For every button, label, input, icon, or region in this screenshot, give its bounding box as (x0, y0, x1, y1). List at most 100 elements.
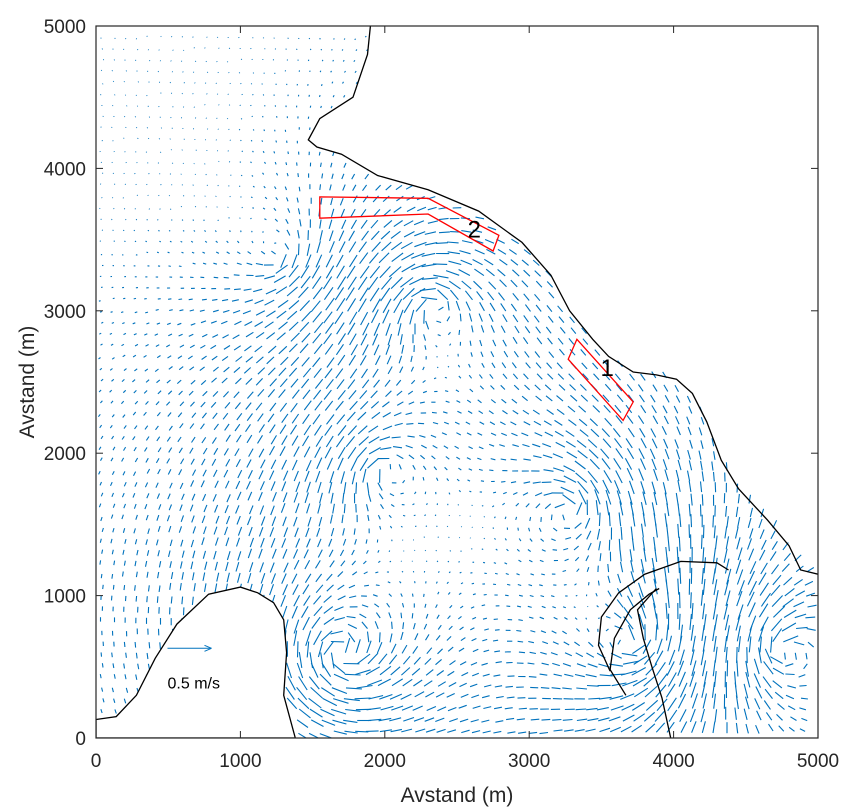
velocity-vector (125, 687, 129, 693)
velocity-vector (736, 625, 741, 642)
velocity-vector (481, 362, 485, 368)
velocity-vector (293, 470, 299, 482)
velocity-vector (748, 580, 757, 596)
velocity-vector (158, 138, 161, 140)
velocity-vector (619, 550, 622, 562)
velocity-vector (575, 708, 587, 711)
velocity-vector (254, 321, 264, 327)
velocity-vector (134, 425, 138, 430)
velocity-vector (582, 373, 589, 381)
velocity-vector (297, 208, 301, 215)
velocity-vector (539, 616, 545, 620)
velocity-vector (332, 59, 334, 62)
velocity-vector (558, 348, 565, 356)
velocity-vector (213, 276, 219, 279)
velocity-vector (748, 636, 752, 653)
velocity-vector (302, 616, 310, 631)
velocity-vector (334, 287, 345, 301)
velocity-vector (215, 251, 220, 254)
velocity-vector-field (97, 35, 817, 738)
velocity-vector (324, 368, 333, 379)
velocity-vector (287, 208, 291, 213)
velocity-vector (529, 516, 532, 522)
velocity-vector (342, 493, 345, 504)
velocity-vector (125, 652, 127, 658)
velocity-vector (667, 672, 677, 687)
velocity-vector (400, 241, 413, 250)
velocity-vector (342, 528, 345, 536)
velocity-vector (359, 252, 369, 265)
velocity-vector (201, 537, 205, 546)
velocity-vector (367, 718, 382, 722)
velocity-vector (602, 394, 610, 403)
velocity-vector (111, 414, 115, 418)
velocity-vector (564, 617, 568, 620)
velocity-vector (330, 208, 335, 218)
velocity-vector (536, 337, 543, 345)
velocity-vector (211, 458, 217, 466)
velocity-vector (502, 339, 507, 347)
velocity-vector (424, 549, 427, 552)
velocity-vector (447, 646, 454, 652)
velocity-vector (211, 437, 217, 444)
velocity-vector (598, 541, 601, 551)
velocity-vector (408, 401, 415, 405)
velocity-vector (385, 184, 392, 191)
velocity-vector (168, 265, 171, 267)
velocity-vector (459, 313, 462, 322)
velocity-vector (698, 427, 703, 436)
velocity-vector (371, 309, 379, 324)
velocity-vector (214, 537, 219, 546)
velocity-vector (379, 436, 391, 441)
velocity-vector (595, 500, 599, 516)
velocity-vector (238, 128, 241, 131)
velocity-vector (445, 456, 450, 460)
velocity-vector (264, 321, 274, 329)
velocity-vector (270, 459, 277, 470)
velocity-vector (529, 651, 537, 655)
velocity-vector (348, 584, 356, 589)
velocity-vector (396, 454, 404, 460)
velocity-vector (521, 259, 529, 266)
velocity-vector (236, 240, 240, 244)
velocity-vector (448, 280, 461, 290)
velocity-vector (258, 470, 264, 480)
velocity-vector (472, 648, 479, 653)
velocity-vector (291, 435, 299, 446)
velocity-vector (248, 448, 254, 457)
velocity-vector (472, 705, 481, 709)
velocity-vector (216, 572, 220, 582)
velocity-vector (178, 390, 183, 396)
velocity-vector (764, 648, 773, 664)
velocity-vector (793, 578, 803, 586)
velocity-vector (218, 104, 220, 106)
velocity-vector (190, 480, 195, 487)
velocity-vector (110, 400, 114, 404)
velocity-vector (617, 573, 622, 584)
velocity-vector (424, 491, 427, 495)
velocity-vector (552, 718, 562, 721)
velocity-vector (433, 377, 437, 380)
velocity-vector (666, 721, 675, 733)
velocity-vector (111, 574, 114, 579)
velocity-vector (203, 583, 207, 592)
velocity-vector (748, 494, 752, 504)
velocity-vector (401, 667, 411, 676)
velocity-vector (651, 502, 656, 517)
velocity-vector (155, 425, 159, 431)
velocity-vector (203, 526, 207, 535)
velocity-vector (274, 218, 278, 222)
velocity-vector (343, 698, 360, 702)
velocity-vector (326, 357, 335, 368)
velocity-vector (736, 660, 739, 677)
velocity-vector (655, 661, 666, 676)
velocity-vector (366, 640, 372, 654)
velocity-vector (396, 401, 404, 406)
velocity-vector (373, 344, 380, 356)
velocity-vector (246, 391, 254, 399)
velocity-vector (353, 59, 356, 63)
velocity-vector (642, 491, 647, 506)
velocity-vector (235, 561, 240, 572)
y-tick-label: 2000 (44, 444, 86, 465)
velocity-vector (132, 492, 136, 498)
